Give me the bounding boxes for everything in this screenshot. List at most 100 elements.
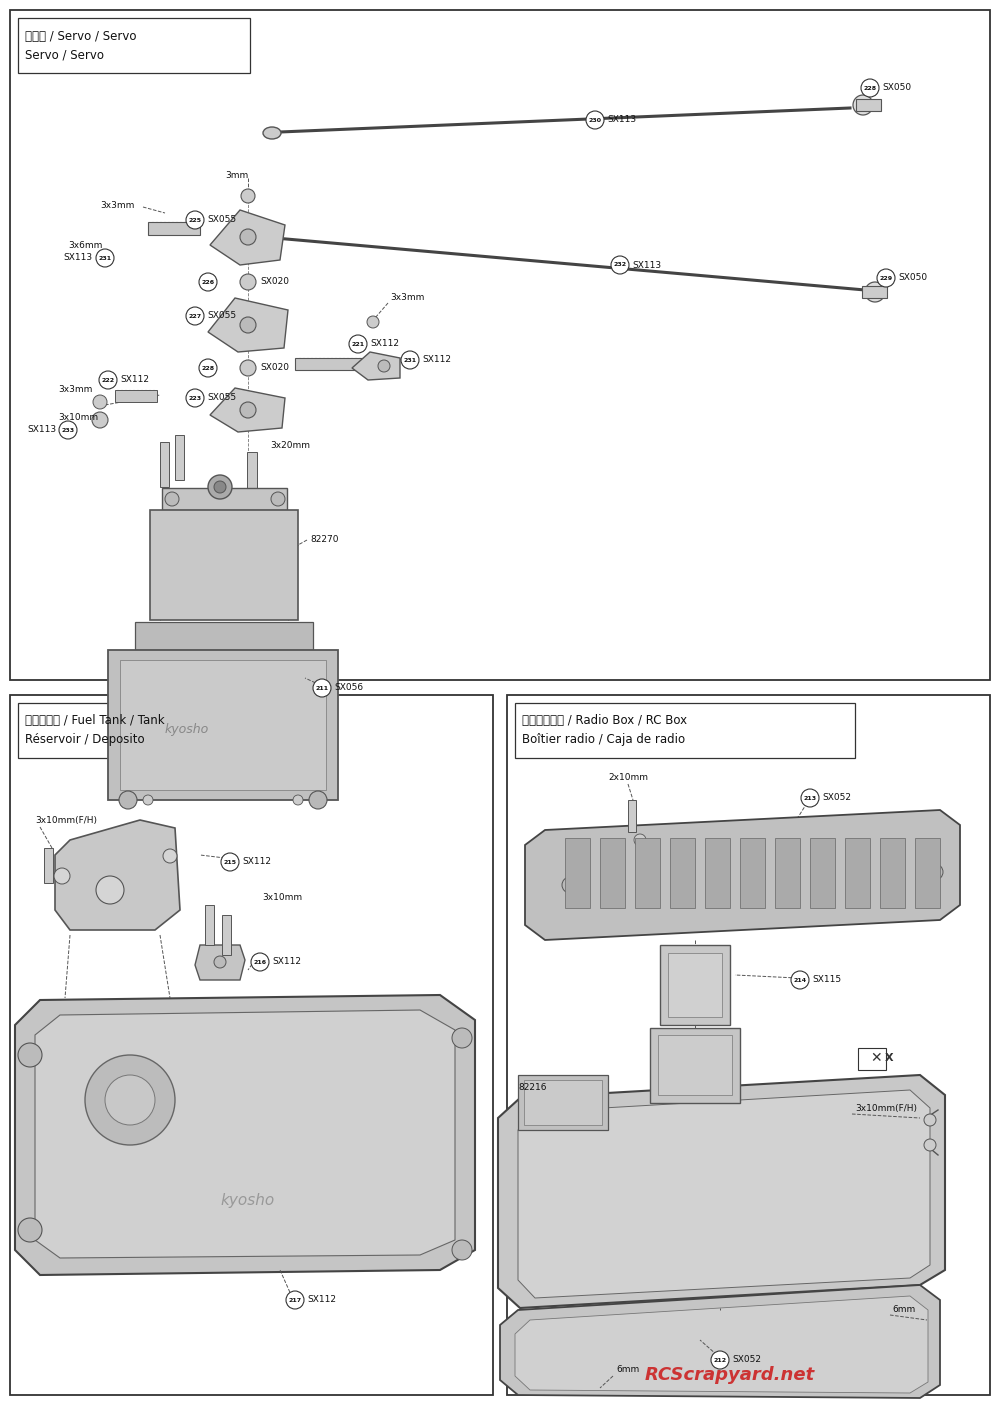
Text: SX112: SX112 bbox=[307, 1295, 336, 1305]
Text: 214: 214 bbox=[793, 978, 807, 982]
Text: SX020: SX020 bbox=[260, 278, 289, 286]
Bar bbox=[600, 838, 625, 909]
Circle shape bbox=[186, 212, 204, 229]
Circle shape bbox=[286, 1291, 304, 1309]
Text: 217: 217 bbox=[288, 1298, 302, 1302]
Bar bbox=[148, 222, 200, 236]
Bar bbox=[810, 838, 835, 909]
Circle shape bbox=[54, 868, 70, 885]
Bar bbox=[650, 1029, 740, 1103]
Circle shape bbox=[199, 272, 217, 291]
Circle shape bbox=[240, 360, 256, 375]
Circle shape bbox=[611, 255, 629, 274]
Polygon shape bbox=[55, 820, 180, 930]
Text: 3x3mm: 3x3mm bbox=[100, 200, 134, 209]
Bar bbox=[135, 622, 313, 650]
Text: Boîtier radio / Caja de radio: Boîtier radio / Caja de radio bbox=[522, 734, 685, 746]
Bar bbox=[150, 509, 298, 619]
Bar bbox=[10, 696, 493, 1395]
Circle shape bbox=[99, 371, 117, 389]
Text: 221: 221 bbox=[351, 341, 365, 347]
Circle shape bbox=[214, 957, 226, 968]
Bar bbox=[880, 838, 905, 909]
Text: SX112: SX112 bbox=[242, 858, 271, 866]
Circle shape bbox=[241, 189, 255, 203]
Circle shape bbox=[378, 360, 390, 373]
Circle shape bbox=[634, 834, 646, 847]
Circle shape bbox=[186, 389, 204, 406]
Circle shape bbox=[240, 402, 256, 418]
Text: SX113: SX113 bbox=[27, 426, 56, 435]
Bar bbox=[660, 945, 730, 1024]
Circle shape bbox=[251, 952, 269, 971]
Text: SX055: SX055 bbox=[207, 394, 236, 402]
Circle shape bbox=[143, 794, 153, 806]
Bar bbox=[856, 99, 881, 111]
Text: 3x3mm: 3x3mm bbox=[58, 385, 92, 395]
Text: 82270: 82270 bbox=[310, 536, 338, 545]
Polygon shape bbox=[498, 1075, 945, 1308]
Bar bbox=[205, 904, 214, 945]
Text: 3x10mm(F/H): 3x10mm(F/H) bbox=[35, 816, 97, 824]
Text: サーボ / Servo / Servo: サーボ / Servo / Servo bbox=[25, 30, 136, 42]
Text: 231: 231 bbox=[403, 357, 417, 363]
Text: 2x10mm: 2x10mm bbox=[608, 773, 648, 783]
Circle shape bbox=[452, 1240, 472, 1260]
Text: SX113: SX113 bbox=[64, 254, 93, 262]
Bar bbox=[18, 703, 298, 758]
Circle shape bbox=[924, 1139, 936, 1151]
Text: SX020: SX020 bbox=[260, 364, 289, 373]
Circle shape bbox=[853, 95, 873, 116]
Text: kyosho: kyosho bbox=[165, 724, 209, 737]
Text: 3x6mm: 3x6mm bbox=[69, 240, 103, 250]
Text: Réservoir / Deposito: Réservoir / Deposito bbox=[25, 734, 145, 746]
Text: 230: 230 bbox=[588, 117, 602, 123]
Bar bbox=[658, 1036, 732, 1095]
Polygon shape bbox=[210, 388, 285, 432]
Text: RCScrapyard.net: RCScrapyard.net bbox=[645, 1366, 815, 1384]
Text: 227: 227 bbox=[188, 313, 202, 319]
Text: 3x10mm: 3x10mm bbox=[262, 893, 302, 903]
Text: 223: 223 bbox=[188, 395, 202, 401]
Circle shape bbox=[214, 481, 226, 492]
Circle shape bbox=[452, 1029, 472, 1048]
Text: SX115: SX115 bbox=[812, 975, 841, 985]
Circle shape bbox=[865, 282, 885, 302]
Circle shape bbox=[221, 854, 239, 871]
Bar bbox=[108, 650, 338, 800]
Text: 6mm: 6mm bbox=[616, 1366, 639, 1374]
Text: SX052: SX052 bbox=[822, 793, 851, 803]
Text: 3mm: 3mm bbox=[225, 171, 248, 179]
Circle shape bbox=[85, 1055, 175, 1144]
Text: 232: 232 bbox=[613, 262, 627, 268]
Bar bbox=[858, 1048, 886, 1070]
Bar bbox=[635, 838, 660, 909]
Circle shape bbox=[711, 1350, 729, 1369]
Bar bbox=[862, 286, 887, 298]
Text: 燃料タンク / Fuel Tank / Tank: 燃料タンク / Fuel Tank / Tank bbox=[25, 714, 165, 728]
Text: ✕: ✕ bbox=[870, 1051, 882, 1065]
Circle shape bbox=[96, 248, 114, 267]
Text: SX112: SX112 bbox=[272, 958, 301, 967]
Text: SX112: SX112 bbox=[120, 375, 149, 385]
Circle shape bbox=[309, 792, 327, 809]
Bar bbox=[565, 838, 590, 909]
Circle shape bbox=[92, 412, 108, 428]
Text: 226: 226 bbox=[201, 279, 215, 285]
Bar bbox=[670, 838, 695, 909]
Circle shape bbox=[240, 274, 256, 291]
Bar bbox=[915, 838, 940, 909]
Circle shape bbox=[586, 111, 604, 128]
Text: SX112: SX112 bbox=[370, 340, 399, 349]
Circle shape bbox=[240, 229, 256, 246]
Bar bbox=[115, 389, 157, 402]
Circle shape bbox=[791, 971, 809, 989]
Bar bbox=[10, 10, 990, 680]
Text: メカボックス / Radio Box / RC Box: メカボックス / Radio Box / RC Box bbox=[522, 714, 687, 728]
Bar bbox=[515, 703, 855, 758]
Text: SX113: SX113 bbox=[632, 261, 661, 270]
Text: 213: 213 bbox=[803, 796, 817, 800]
Circle shape bbox=[199, 358, 217, 377]
Bar bbox=[705, 838, 730, 909]
Circle shape bbox=[924, 1115, 936, 1126]
